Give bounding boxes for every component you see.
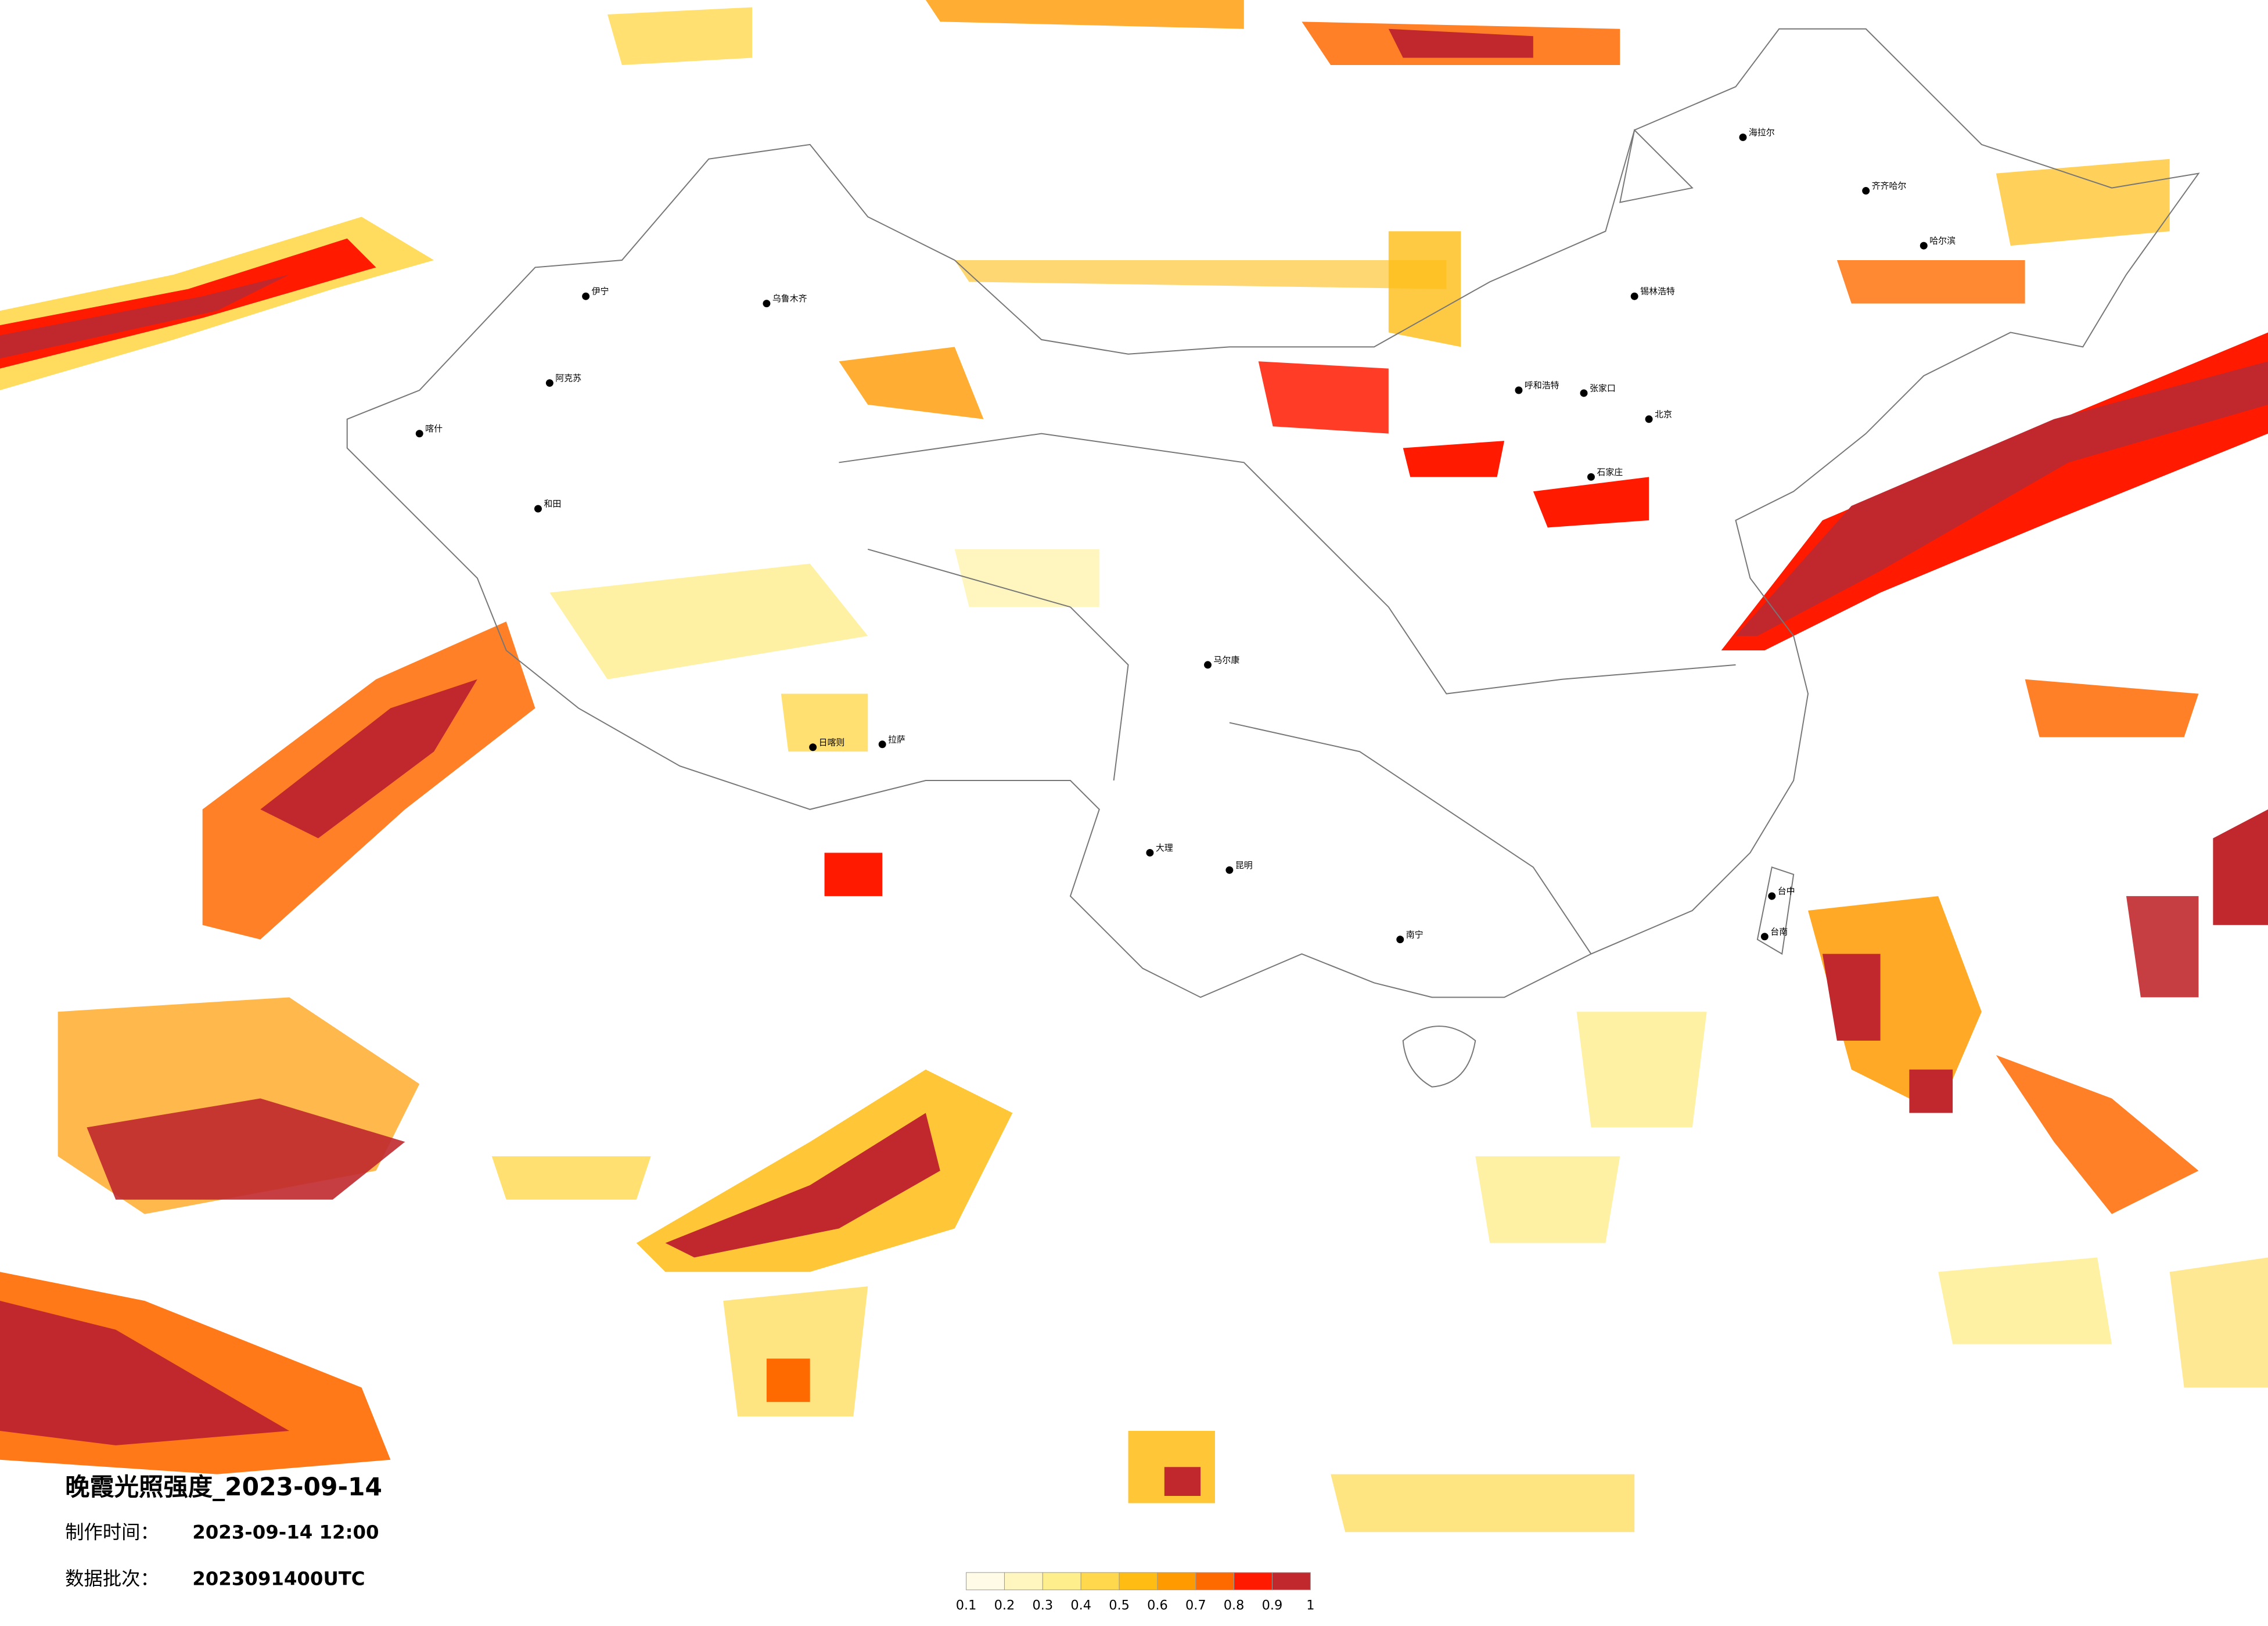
city-label: 大理 [1156, 843, 1173, 853]
colorbar-tick-label: 0.3 [1033, 1598, 1054, 1613]
colorbar-bin [1195, 1572, 1235, 1591]
city-label: 哈尔滨 [1929, 236, 1956, 246]
city-dot [1739, 133, 1747, 141]
city-label: 喀什 [425, 423, 443, 434]
city-dot [534, 505, 542, 513]
map-title: 晚霞光照强度_2023-09-14 [65, 1473, 382, 1501]
city-label: 和田 [544, 499, 561, 509]
city-label: 齐齐哈尔 [1872, 181, 1907, 191]
colorbar-bin [1271, 1572, 1311, 1591]
colorbar-bin [1234, 1572, 1273, 1591]
city-label: 台南 [1770, 926, 1788, 937]
city-dot [582, 292, 590, 300]
city-label: 张家口 [1590, 383, 1616, 394]
colorbar-tick-label: 0.1 [956, 1598, 977, 1613]
city-label: 北京 [1655, 409, 1672, 419]
city-dot [1225, 866, 1234, 874]
city-label: 海拉尔 [1749, 127, 1775, 138]
boundaries [346, 28, 2200, 1088]
city-dot [809, 743, 817, 751]
colorbar-tick-label: 0.4 [1070, 1598, 1091, 1613]
city-dot [763, 300, 771, 308]
city-dot [1862, 187, 1870, 195]
city-dot [1645, 415, 1653, 423]
city-label: 拉萨 [888, 734, 905, 744]
city-dot [1768, 892, 1776, 900]
intensity-field [0, 0, 2268, 1533]
colorbar-bin [1004, 1572, 1043, 1591]
city-dot [1630, 292, 1638, 300]
batch-label: 数据批次： [65, 1567, 159, 1589]
colorbar-tick-label: 0.8 [1224, 1598, 1245, 1613]
colorbar: 0.1 0.2 0.3 0.4 0.5 0.6 0.7 0.8 0.9 1 [956, 1572, 1314, 1613]
city-dot [1146, 848, 1154, 857]
colorbar-bin [1119, 1572, 1158, 1591]
city-label: 石家庄 [1597, 467, 1623, 477]
colorbar-tick-label: 0.5 [1109, 1598, 1130, 1613]
city-label: 南宁 [1406, 929, 1424, 940]
colorbar-tick-label: 0.6 [1147, 1598, 1168, 1613]
city-label: 马尔康 [1213, 654, 1239, 665]
city-label: 阿克苏 [555, 373, 581, 383]
city-dot [1587, 473, 1595, 481]
city-label: 呼和浩特 [1525, 380, 1559, 391]
city-dot [1515, 386, 1523, 394]
city-label: 乌鲁木齐 [772, 293, 807, 304]
batch-value: 2023091400UTC [192, 1567, 365, 1589]
city-label: 日喀则 [819, 737, 845, 747]
colorbar-bin [1080, 1572, 1120, 1591]
colorbar-bin [1042, 1572, 1081, 1591]
colorbar-tick-label: 0.7 [1185, 1598, 1206, 1613]
city-dot [1580, 389, 1588, 397]
city-dot [415, 430, 423, 438]
colorbar-bin [1157, 1572, 1196, 1591]
city-dot [1204, 661, 1212, 669]
city-label: 昆明 [1235, 860, 1253, 870]
colorbar-tick-label: 0.9 [1262, 1598, 1283, 1613]
city-dot [545, 379, 553, 387]
made-label: 制作时间： [65, 1521, 159, 1544]
colorbar-tick-label: 0.2 [994, 1598, 1015, 1613]
made-value: 2023-09-14 12:00 [192, 1521, 379, 1544]
colorbar-tick-label: 1 [1306, 1598, 1314, 1613]
city-label: 伊宁 [592, 286, 609, 297]
city-dot [1920, 242, 1928, 250]
city-dot [878, 740, 886, 749]
colorbar-bin [966, 1572, 1005, 1591]
city-label: 锡林浩特 [1640, 286, 1675, 297]
city-dot [1396, 936, 1404, 944]
city-dot [1760, 933, 1769, 941]
city-label: 台中 [1778, 886, 1795, 897]
